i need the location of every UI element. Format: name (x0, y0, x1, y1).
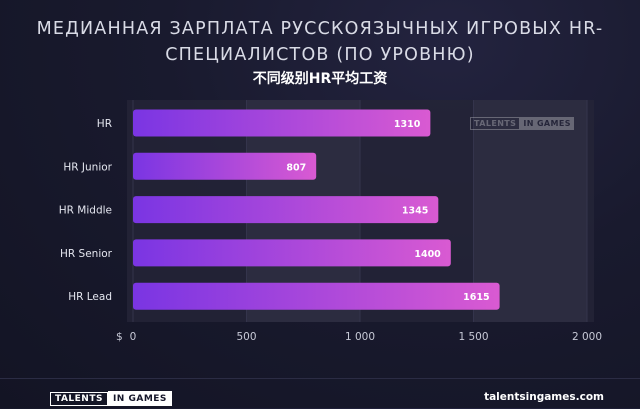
chart-subtitle: 不同级别HR平均工资 (252, 71, 388, 87)
logo-part-b: IN GAMES (107, 391, 172, 406)
watermark-part-a: TALENTS (470, 117, 521, 130)
brand-logo: TALENTS IN GAMES (50, 391, 172, 406)
value-label: 807 (286, 162, 306, 173)
bar (133, 282, 500, 310)
category-label: HR Middle (59, 205, 112, 217)
value-label: 1400 (414, 249, 441, 260)
value-label: 1615 (463, 292, 489, 303)
bar (133, 239, 451, 267)
tick-label: 1 500 (458, 331, 488, 343)
chart-title: МЕДИАННАЯ ЗАРПЛАТА РУССКОЯЗЫЧНЫХ ИГРОВЫХ… (36, 19, 604, 65)
category-label: HR Senior (60, 248, 113, 260)
tick-label: 1 000 (345, 331, 375, 343)
tick-label: 2 000 (572, 331, 602, 343)
watermark-logo: TALENTS IN GAMES (470, 117, 574, 130)
currency-label: $ (116, 331, 123, 343)
bar (133, 152, 317, 180)
tick-layer: $0 500 1 000 1 500 2 000 (116, 331, 602, 343)
tick-label: 0 (130, 331, 137, 343)
tick-label: 500 (236, 331, 256, 343)
logo-part-a: TALENTS (50, 391, 108, 406)
bar (133, 196, 439, 224)
website-link[interactable]: talentsingames.com (484, 391, 604, 403)
watermark-part-b: IN GAMES (520, 117, 574, 130)
footer: TALENTS IN GAMES talentsingames.com (0, 378, 640, 409)
value-label: 1345 (402, 206, 428, 217)
bar (133, 109, 431, 137)
category-label: HR Lead (68, 291, 112, 303)
bar-layer: HR 1310 HR Junior 807 HR Middle 1345 HR Senior… (59, 109, 500, 310)
value-label: 1310 (394, 119, 421, 130)
category-label: HR Junior (63, 161, 112, 173)
category-label: HR (97, 118, 112, 130)
